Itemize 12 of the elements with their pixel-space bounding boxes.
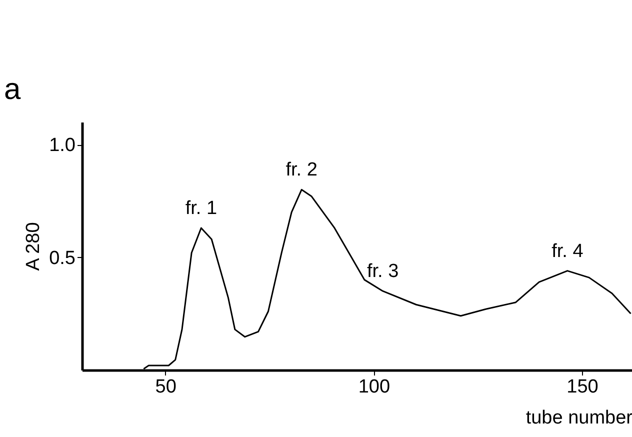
annotation: fr. 2 — [286, 160, 318, 181]
annotation: fr. 1 — [185, 198, 218, 219]
annotation: fr. 3 — [366, 261, 399, 282]
y-tick-label: 1.0 — [49, 135, 76, 156]
annotation: fr. 4 — [552, 240, 584, 262]
x-tick-label: 150 — [566, 376, 598, 398]
x-axis-title: tube number — [526, 408, 632, 428]
y-tick-label: 0.5 — [49, 248, 76, 269]
x-tick-label: 50 — [155, 376, 176, 398]
x-tick-label: 100 — [358, 376, 390, 398]
y-axis-title: A 280 — [23, 222, 44, 271]
text: a — [4, 73, 21, 106]
